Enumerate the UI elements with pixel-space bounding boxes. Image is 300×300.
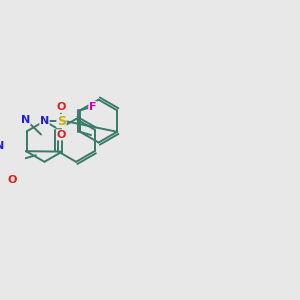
Text: O: O: [57, 130, 66, 140]
Text: N: N: [40, 116, 49, 126]
Text: O: O: [8, 175, 17, 185]
Text: N: N: [21, 115, 30, 124]
Text: S: S: [57, 115, 66, 128]
Text: N: N: [0, 141, 4, 151]
Text: F: F: [89, 102, 96, 112]
Text: O: O: [57, 102, 66, 112]
